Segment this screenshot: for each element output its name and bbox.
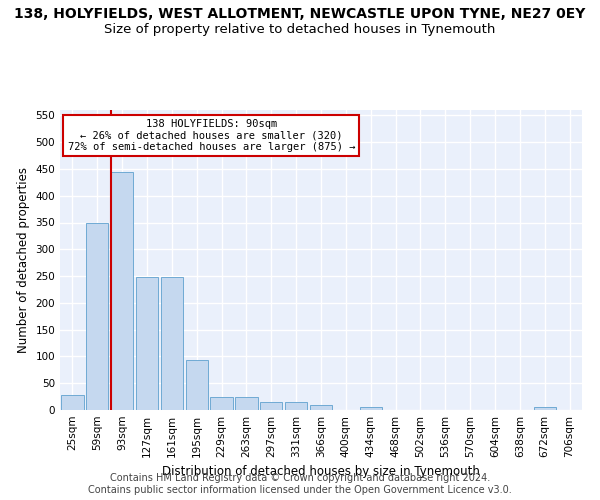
Y-axis label: Number of detached properties: Number of detached properties (17, 167, 30, 353)
Bar (310, 404, 332, 410)
Bar (260, 402, 283, 410)
Bar (61, 395, 83, 410)
Text: Contains HM Land Registry data © Crown copyright and database right 2024.
Contai: Contains HM Land Registry data © Crown c… (88, 474, 512, 495)
Bar (235, 396, 257, 410)
Text: 138, HOLYFIELDS, WEST ALLOTMENT, NEWCASTLE UPON TYNE, NE27 0EY: 138, HOLYFIELDS, WEST ALLOTMENT, NEWCAST… (14, 8, 586, 22)
Bar (185, 360, 208, 410)
Bar (285, 402, 307, 410)
Text: 138 HOLYFIELDS: 90sqm
← 26% of detached houses are smaller (320)
72% of semi-det: 138 HOLYFIELDS: 90sqm ← 26% of detached … (68, 119, 355, 152)
Bar (359, 408, 382, 410)
Bar (211, 396, 233, 410)
Bar (533, 408, 556, 410)
Bar (136, 277, 158, 410)
Text: Size of property relative to detached houses in Tynemouth: Size of property relative to detached ho… (104, 22, 496, 36)
Bar (86, 222, 109, 410)
X-axis label: Distribution of detached houses by size in Tynemouth: Distribution of detached houses by size … (162, 466, 480, 478)
Bar (161, 277, 183, 410)
Bar (111, 172, 133, 410)
